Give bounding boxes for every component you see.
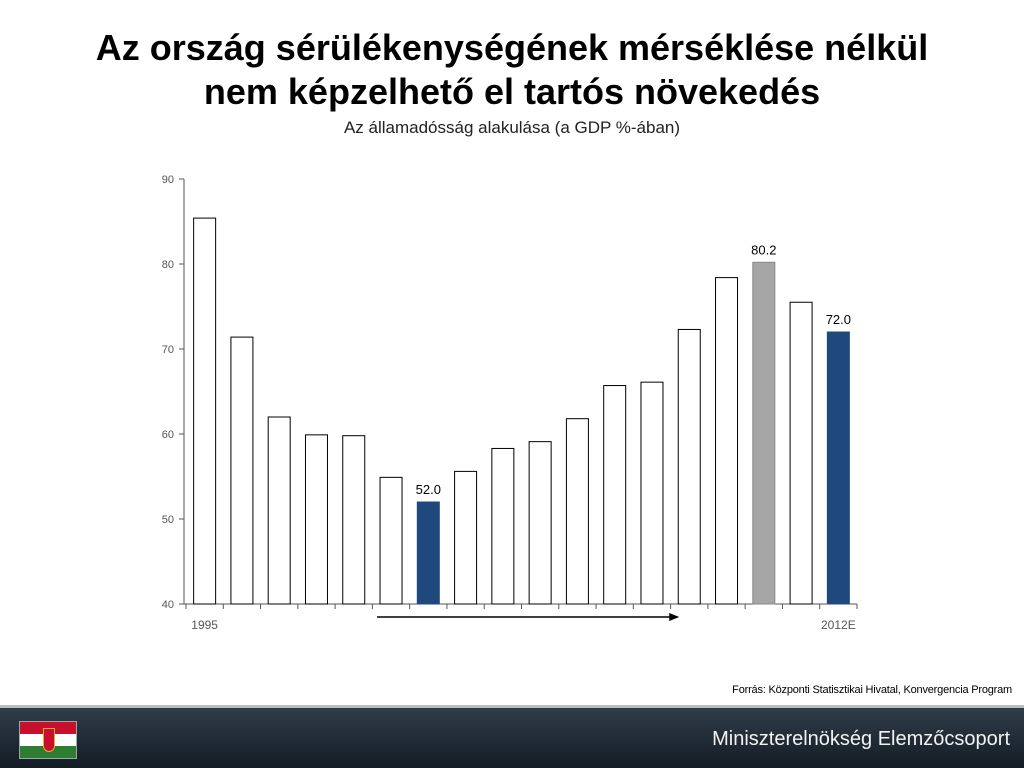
bar-2011 — [789, 301, 813, 605]
bar-2003 — [491, 447, 515, 605]
bar-1999 — [342, 435, 366, 605]
hungarian-flag-icon — [19, 721, 77, 759]
x-tick-label-2012E: 2012E — [821, 618, 856, 632]
footer-bar: Miniszterelnökség Elemzőcsoport — [0, 705, 1024, 768]
title-line-2: nem képzelhető el tartós növekedés — [203, 71, 821, 112]
bar-2012E — [826, 331, 850, 605]
bar-2001 — [416, 501, 440, 605]
chart-subtitle: Az államadósság alakulása (a GDP %-ában) — [343, 118, 681, 137]
trend-arrow-head — [669, 613, 680, 621]
bar-2007 — [640, 381, 664, 605]
data-label-2012E: 72.0 — [826, 312, 851, 327]
x-tick-label-1995: 1995 — [191, 618, 218, 632]
bar-1995 — [193, 217, 217, 605]
y-tick-label: 40 — [162, 599, 174, 611]
bar-1997 — [267, 416, 291, 605]
bar-2005 — [565, 418, 589, 605]
y-tick-label: 80 — [162, 259, 174, 271]
y-tick-label: 50 — [162, 514, 174, 526]
source-note: Forrás: Központi Statisztikai Hivatal, K… — [732, 684, 1012, 696]
data-label-2010: 80.2 — [751, 242, 776, 257]
y-tick-label: 60 — [162, 429, 174, 441]
data-label-2001: 52.0 — [416, 482, 441, 497]
bar-2006 — [603, 385, 627, 605]
y-tick-label: 90 — [162, 174, 174, 186]
y-tick-label: 70 — [162, 344, 174, 356]
bar-1998 — [304, 434, 328, 605]
bar-2010 — [752, 261, 776, 605]
bar-1996 — [230, 336, 254, 605]
page-title: Az ország sérülékenységének mérséklése n… — [0, 26, 1024, 114]
bar-2004 — [528, 441, 552, 605]
bar-2008 — [677, 328, 701, 605]
bar-2009 — [715, 277, 739, 605]
debt-bar-chart: 40 50 60 70 80 90 52.0 80.2 72.0 1995 2012E — [162, 174, 858, 632]
bar-2002 — [454, 470, 478, 605]
footer-organization: Miniszterelnökség Elemzőcsoport — [712, 728, 1010, 750]
bar-2000 — [379, 476, 403, 605]
title-line-1: Az ország sérülékenységének mérséklése n… — [95, 27, 929, 68]
